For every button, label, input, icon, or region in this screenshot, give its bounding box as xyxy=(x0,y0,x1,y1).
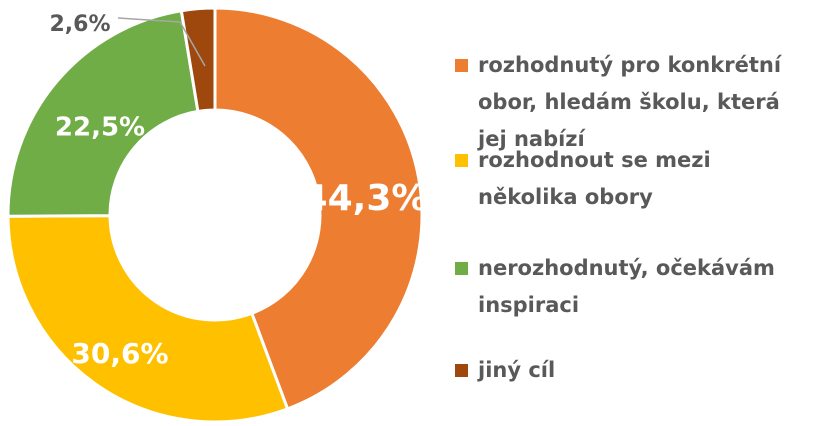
legend-label: nerozhodnutý, očekávám inspiraci xyxy=(478,256,775,317)
legend-swatch xyxy=(455,262,468,275)
legend-swatch xyxy=(455,154,468,167)
donut-slice xyxy=(6,214,290,424)
legend-item: nerozhodnutý, očekávám inspiraci xyxy=(455,250,795,324)
donut-slice xyxy=(213,6,424,411)
donut-slice xyxy=(6,9,200,218)
data-label: 22,5% xyxy=(55,113,145,143)
legend-item: rozhodnutý pro konkrétní obor, hledám šk… xyxy=(455,47,795,158)
legend-label: rozhodnutý pro konkrétní obor, hledám šk… xyxy=(478,53,782,151)
legend-item: jiný cíl xyxy=(455,352,795,389)
legend-label: jiný cíl xyxy=(478,358,556,382)
legend-item: rozhodnout se mezi několika obory xyxy=(455,142,795,216)
legend-label: rozhodnout se mezi několika obory xyxy=(478,148,711,209)
data-label: 30,6% xyxy=(71,337,168,370)
data-label: 2,6% xyxy=(49,12,110,37)
data-label: 44,3% xyxy=(303,178,428,219)
legend-swatch xyxy=(455,59,468,72)
leader-line xyxy=(117,17,206,67)
legend-swatch xyxy=(455,364,468,377)
donut-slice xyxy=(179,6,217,114)
